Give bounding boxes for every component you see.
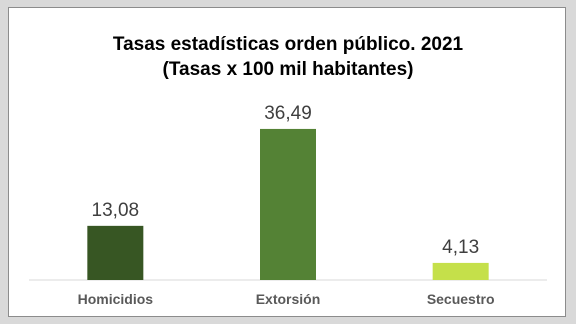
value-label-homicidios: 13,08	[92, 200, 140, 221]
bar-homicidios	[87, 225, 144, 280]
category-label-homicidios: Homicidios	[78, 291, 154, 307]
chart-frame: Tasas estadísticas orden público. 2021 (…	[8, 7, 566, 317]
chart-title: Tasas estadísticas orden público. 2021 (…	[9, 32, 567, 82]
value-label-extorsión: 36,49	[264, 103, 312, 124]
chart-title-line-2: (Tasas x 100 mil habitantes)	[162, 59, 414, 80]
bar-secuestro	[432, 262, 489, 280]
category-label-secuestro: Secuestro	[427, 291, 495, 307]
bar-chart: 13,08 Homicidios 36,49 Extorsión 4,13 Secuest…	[29, 103, 547, 307]
bar-extorsión	[260, 128, 316, 280]
chart-title-line-1: Tasas estadísticas orden público. 2021	[112, 34, 464, 55]
value-label-secuestro: 4,13	[442, 237, 479, 258]
category-label-extorsión: Extorsión	[256, 291, 321, 307]
